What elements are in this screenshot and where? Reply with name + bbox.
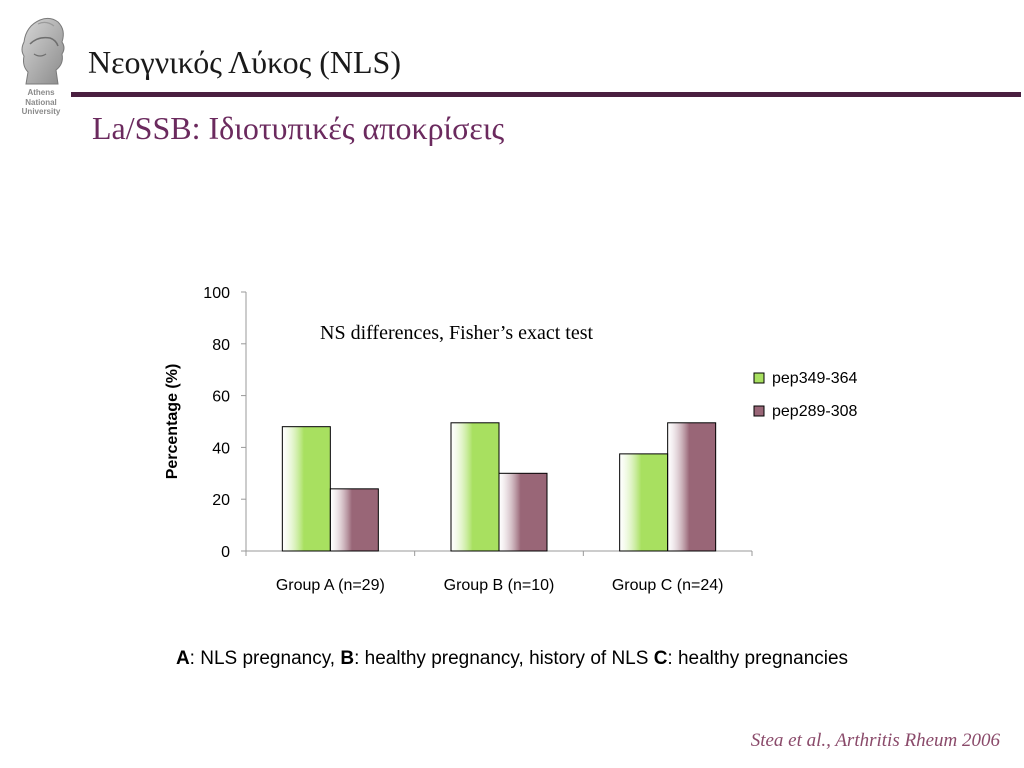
bar-pep289-308	[329, 488, 379, 552]
y-tick-label: 80	[212, 337, 230, 354]
athena-head-icon	[21, 17, 65, 85]
citation: Stea et al., Arthritis Rheum 2006	[750, 730, 1000, 751]
x-tick-label: Group C (n=24)	[612, 577, 724, 594]
x-tick-label: Group B (n=10)	[444, 577, 555, 594]
y-tick-label: 0	[221, 544, 230, 561]
logo	[16, 14, 68, 120]
legend-swatch-pep349-364	[753, 372, 765, 384]
group-legend-caption: A: NLS pregnancy, B: healthy pregnancy, …	[0, 648, 1024, 670]
legend-swatch-pep289-308	[753, 405, 765, 417]
y-tick-label: 20	[212, 492, 230, 509]
bar-pep349-364	[619, 453, 669, 552]
caption-text-b: : healthy pregnancy, history of NLS	[354, 648, 654, 669]
chart-annotation: NS differences, Fisher’s exact test	[320, 322, 594, 344]
caption-key-a: A	[175, 648, 190, 669]
bar-pep289-308	[667, 422, 717, 552]
title-divider	[71, 92, 1021, 97]
slide-subtitle: La/SSB: Ιδιοτυπικές αποκρίσεις	[92, 110, 505, 146]
bar-chart: 0 20 40 60 80 100 Group A (n=29) Group B (n=10)…	[150, 278, 910, 623]
logo-text: Athens National University	[12, 88, 70, 117]
x-tick-label: Group A (n=29)	[276, 577, 385, 594]
bar-pep349-364	[281, 426, 331, 552]
legend-label: pep349-364	[772, 370, 858, 387]
logo-text-line: Athens	[27, 88, 55, 97]
bar-pep289-308	[498, 472, 548, 552]
chart-svg: 0 20 40 60 80 100 Group A (n=29) Group B (n=10)…	[164, 285, 858, 594]
caption-text-c: : healthy pregnancies	[667, 648, 849, 669]
slide-title: Νεογνικός Λύκος (NLS)	[88, 44, 401, 80]
y-tick-label: 60	[212, 389, 230, 406]
bar-pep349-364	[450, 422, 500, 552]
caption-key-b: B	[340, 648, 355, 669]
logo-text-line: University	[21, 107, 61, 116]
y-axis-label: Percentage (%)	[164, 364, 181, 480]
legend-label: pep289-308	[772, 403, 858, 420]
caption-text-a: : NLS pregnancy,	[189, 648, 341, 669]
y-tick-label: 40	[212, 440, 230, 457]
caption-key-c: C	[653, 648, 668, 669]
y-tick-label: 100	[203, 285, 230, 302]
logo-text-line: National	[25, 97, 57, 107]
